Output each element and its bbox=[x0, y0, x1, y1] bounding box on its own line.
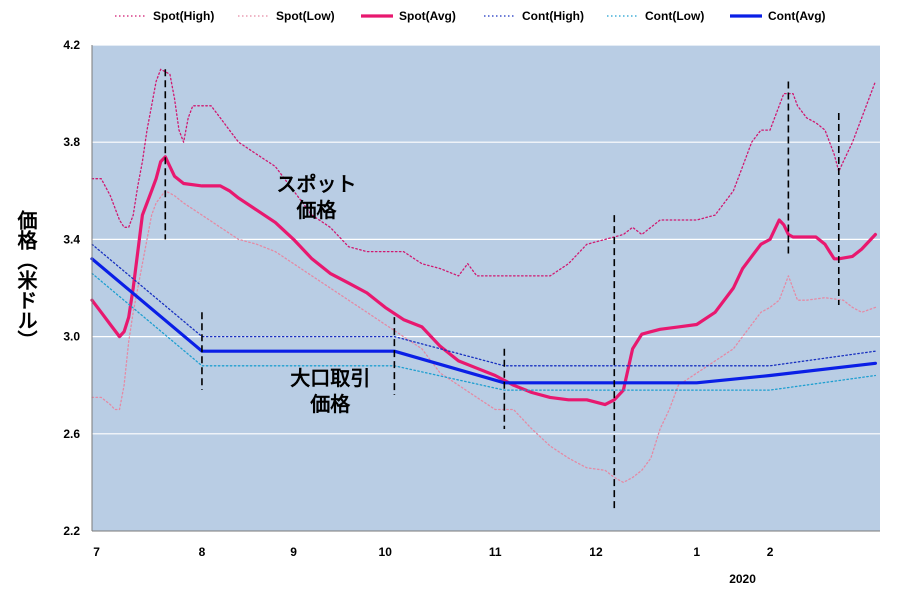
legend-label-spot-high: Spot(High) bbox=[153, 9, 214, 23]
series-line-cont-avg bbox=[90, 257, 878, 385]
y-tick-label-4: 3.8 bbox=[63, 135, 80, 149]
x-tick-label-4: 11 bbox=[489, 545, 502, 559]
annotation-0: スポット価格 bbox=[276, 172, 356, 222]
y-axis-label: 価格（米ドル） bbox=[14, 209, 38, 350]
annotation-1: 大口取引価格 bbox=[290, 366, 370, 416]
year-label: 2020 bbox=[729, 572, 756, 586]
y-tick-label-1: 2.6 bbox=[63, 427, 80, 441]
series-line-cont-high bbox=[91, 243, 877, 367]
legend-label-cont-high: Cont(High) bbox=[522, 9, 584, 23]
legend-label-cont-low: Cont(Low) bbox=[645, 9, 704, 23]
vertical-markers bbox=[164, 69, 840, 512]
legend: Spot(High) Spot(Low) Spot(Avg) Cont(High) Co… bbox=[115, 9, 826, 23]
series-layer bbox=[90, 68, 878, 484]
x-tick-label-6: 1 bbox=[693, 545, 700, 559]
x-tick-label-2: 9 bbox=[290, 545, 297, 559]
series-line-cont-low bbox=[91, 272, 877, 391]
y-tick-label-5: 4.2 bbox=[63, 38, 80, 52]
legend-label-cont-avg: Cont(Avg) bbox=[768, 9, 826, 23]
legend-label-spot-low: Spot(Low) bbox=[276, 9, 335, 23]
series-line-spot-high bbox=[91, 68, 877, 277]
y-tick-label-2: 3.0 bbox=[63, 330, 80, 344]
x-tick-label-1: 8 bbox=[199, 545, 206, 559]
y-tick-label-0: 2.2 bbox=[63, 524, 80, 538]
x-tick-label-5: 12 bbox=[589, 545, 603, 559]
x-tick-label-0: 7 bbox=[93, 545, 100, 559]
x-tick-label-7: 2 bbox=[767, 545, 774, 559]
x-tick-label-3: 10 bbox=[379, 545, 393, 559]
annotation-0-line-0: スポット bbox=[276, 172, 356, 196]
y-tick-label-3: 3.4 bbox=[63, 232, 80, 246]
annotation-1-line-1: 価格 bbox=[309, 392, 351, 416]
series-line-spot-avg bbox=[90, 155, 878, 407]
annotation-0-line-1: 価格 bbox=[295, 198, 337, 222]
series-line-spot-low bbox=[91, 190, 877, 484]
plot-background bbox=[92, 45, 880, 531]
annotation-1-line-0: 大口取引 bbox=[290, 366, 370, 390]
legend-label-spot-avg: Spot(Avg) bbox=[399, 9, 456, 23]
